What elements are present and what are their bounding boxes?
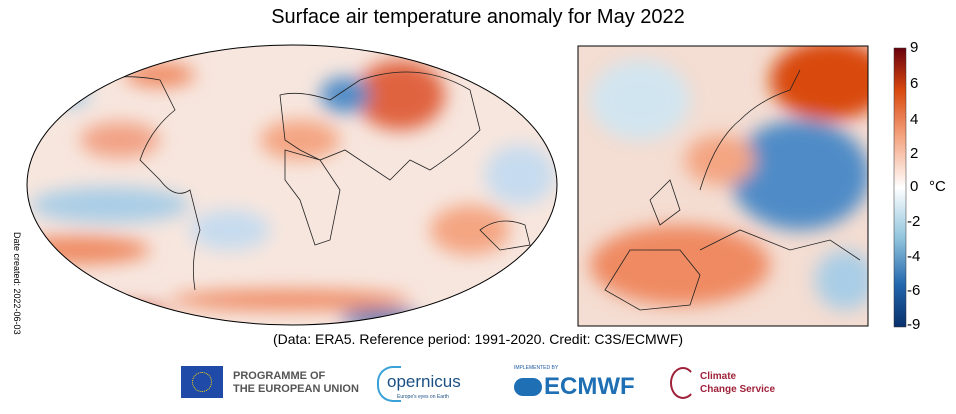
- colorbar-unit: °C: [929, 178, 946, 195]
- europe-map: [578, 46, 868, 326]
- colorbar: [893, 47, 907, 328]
- colorbar-tick: 2: [910, 145, 919, 162]
- copernicus-logo: opernicus Europe's eyes on Earth: [345, 366, 461, 402]
- colorbar-tick: -2: [907, 213, 921, 230]
- colorbar-tick: 6: [910, 75, 919, 92]
- coastlines: [69, 71, 531, 291]
- c3s-line1: Climate: [700, 371, 737, 382]
- colorbar-tick: -4: [907, 248, 921, 265]
- colorbar-tick: 0: [910, 178, 919, 195]
- c3s-thermometer-icon: [670, 367, 696, 399]
- colorbar-tick: 9: [910, 39, 919, 56]
- eu-programme-line2: THE EUROPEAN UNION: [233, 383, 359, 395]
- chart-title: Surface air temperature anomaly for May …: [271, 6, 685, 28]
- colorbar-tick: -9: [907, 316, 921, 333]
- colorbar-tick: -6: [907, 282, 921, 299]
- credit-line: (Data: ERA5. Reference period: 1991-2020…: [272, 331, 684, 347]
- colorbar-tick: 4: [910, 111, 919, 128]
- ecmwf-implemented-by: IMPLEMENTED BY: [514, 365, 559, 371]
- ecmwf-logo: ECMWF: [514, 373, 635, 401]
- eu-programme-line1: PROGRAMME OF: [233, 370, 326, 382]
- eu-flag-icon: [181, 366, 223, 398]
- global-map: [27, 45, 557, 325]
- c3s-line2: Change Service: [700, 384, 776, 395]
